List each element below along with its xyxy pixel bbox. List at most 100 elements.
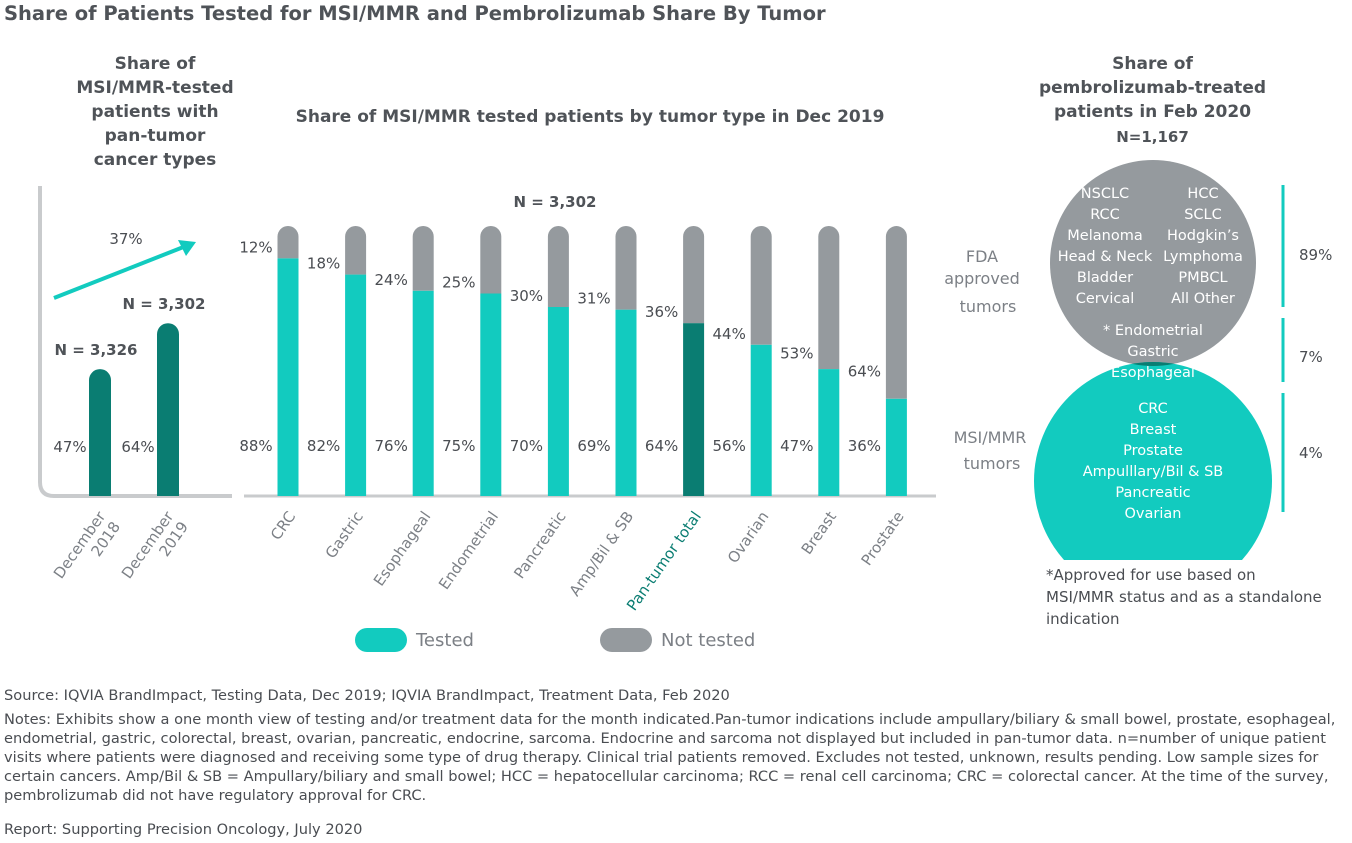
bar-not-tested [615,226,637,310]
fda-share-value: 89% [1299,246,1332,264]
not-tested-value-label: 44% [713,325,746,343]
tested-value-label: 64% [645,437,678,455]
bar-tested [547,307,569,496]
not-tested-value-label: 30% [510,287,543,305]
legend-swatch-not-tested [600,628,652,652]
report-note: Report: Supporting Precision Oncology, J… [4,821,363,838]
bar-not-tested [345,226,367,275]
left-title-line: MSI/MMR-tested [76,78,234,98]
left-bar-value-label: 64% [121,438,154,456]
x-tick-label: Breast [798,508,840,558]
bar-tested [683,323,705,496]
fda-label-line: FDA [966,247,998,266]
msi-label-line: tumors [964,454,1021,473]
msi-mmr-circle [1034,362,1272,560]
not-tested-value-label: 12% [239,238,272,256]
growth-arrow-head [178,240,196,256]
fda-left-item: RCC [1090,207,1120,223]
right-title-line: patients in Feb 2020 [1053,102,1252,122]
not-tested-value-label: 18% [307,255,340,273]
fda-left-item: Head & Neck [1058,249,1153,265]
bar-tested [615,309,637,496]
left-title-line: Share of [114,54,196,74]
source-note: Source: IQVIA BrandImpact, Testing Data,… [4,687,730,704]
left-x-tick-label: December2019 [118,507,193,590]
fda-right-item: SCLC [1184,207,1222,223]
tested-value-label: 75% [442,437,475,455]
left-bar-n-label: N = 3,326 [54,341,137,359]
tested-value-label: 76% [375,437,408,455]
bar-not-tested [885,226,907,399]
msi-item: CRC [1138,401,1168,417]
legend-swatch-tested [355,628,407,652]
x-tick-label: Prostate [857,508,907,569]
bar-tested [277,258,299,496]
left-axis-frame [38,186,232,498]
msi-item: Ampulllary/Bil & SB [1083,464,1224,480]
not-tested-value-label: 25% [442,274,475,292]
tested-value-label: 88% [239,437,272,455]
fda-left-item: NSCLC [1081,186,1129,202]
tested-value-label: 56% [713,437,746,455]
msi-share-value: 4% [1299,444,1323,462]
bar-not-tested [480,226,502,294]
x-tick-label: Amp/Bil & SB [566,508,638,600]
x-tick-label: Pancreatic [510,508,569,582]
fda-approved-circle [1050,160,1256,366]
bar-tested [412,290,434,496]
legend-label-not-tested: Not tested [661,630,756,651]
left-bar [157,323,179,496]
left-title-line: cancer types [93,150,217,170]
bar-tested [750,344,772,496]
bar-not-tested [750,226,772,345]
tested-value-label: 36% [848,437,881,455]
fda-left-item: Melanoma [1067,228,1142,244]
venn-diagram: NSCLC RCC Melanoma Head & Neck Bladder C… [944,160,1332,560]
overlap-share-value: 7% [1299,348,1323,366]
bar-tested [885,398,907,496]
fda-right-item: All Other [1171,291,1235,307]
left-title-line: patients with [91,102,219,122]
notes-text: Notes: Exhibits show a one month view of… [4,711,1336,804]
page-title: Share of Patients Tested for MSI/MMR and… [4,2,826,25]
fda-right-item: Lymphoma [1163,249,1243,265]
right-chart-title: Share of pembrolizumab-treated patients … [1020,52,1285,124]
left-x-tick-label: December2018 [50,507,125,590]
x-tick-label: Esophageal [370,508,435,589]
msi-item: Ovarian [1125,506,1182,522]
overlap-item: Gastric [1127,344,1178,360]
msi-item: Breast [1130,422,1177,438]
bar-not-tested [412,226,434,291]
tested-value-label: 82% [307,437,340,455]
msi-item: Pancreatic [1115,485,1190,501]
bar-tested [345,274,367,496]
left-bar-n-label: N = 3,302 [122,295,205,313]
right-title-line: Share of [1112,54,1193,74]
n-label: N = 3,302 [513,193,596,211]
x-tick-label: Gastric [322,508,367,562]
bar-tested [480,293,502,496]
left-bar-chart: 37% 47% N = 3,326 December2018 64% N = 3,302… [38,186,232,590]
right-n-label: N=1,167 [1116,128,1189,146]
msi-item: Prostate [1123,443,1183,459]
x-tick-label: CRC [267,508,299,543]
overlap-item: * Endometrial [1103,323,1203,339]
tested-value-label: 70% [510,437,543,455]
msi-label-line: MSI/MMR [954,428,1027,447]
left-bar-value-label: 47% [53,438,86,456]
not-tested-value-label: 36% [645,303,678,321]
x-tick-label: Ovarian [724,508,773,567]
fda-left-item: Cervical [1076,291,1135,307]
growth-arrow-line [53,244,187,300]
x-tick-label: Endometrial [435,508,502,593]
growth-label: 37% [109,230,142,248]
x-tick-label: Pan-tumor total [623,508,705,614]
bar-not-tested [683,226,705,324]
bar-not-tested [818,226,840,370]
legend-label-tested: Tested [416,630,474,651]
bar-not-tested [277,226,299,259]
bar-tested [818,369,840,496]
overlap-item: Esophageal [1111,365,1195,381]
not-tested-value-label: 24% [375,271,408,289]
left-chart-title: Share of MSI/MMR-tested patients with pa… [50,52,260,172]
